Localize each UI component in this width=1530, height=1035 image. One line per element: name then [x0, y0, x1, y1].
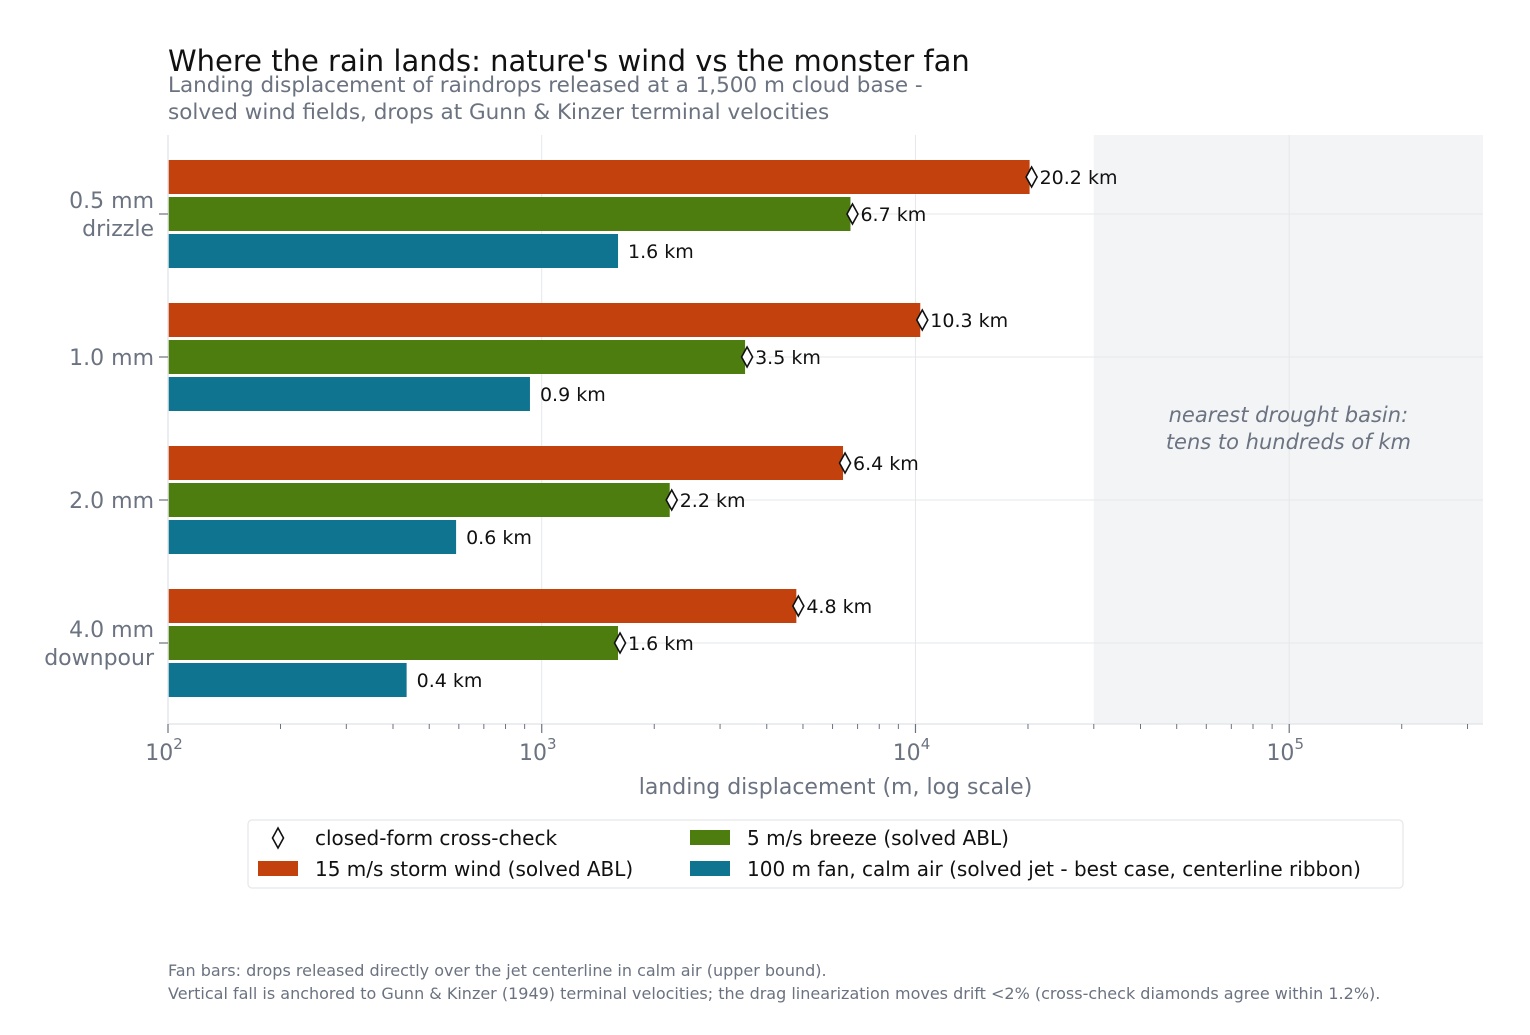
bar-breeze: [168, 626, 619, 660]
bar-fan: [168, 377, 530, 411]
legend-label: 100 m fan, calm air (solved jet - best c…: [747, 857, 1361, 881]
crosscheck-diamond: [838, 451, 852, 475]
x-tick-label: 105: [1266, 735, 1304, 766]
y-tick-label: drizzle: [82, 217, 154, 242]
value-label: 1.6 km: [628, 241, 694, 263]
value-label: 0.4 km: [417, 670, 483, 692]
value-label: 6.4 km: [853, 453, 919, 475]
legend-swatch: [690, 861, 730, 876]
bar-fan: [168, 520, 457, 554]
chart-subtitle: solved wind fields, drops at Gunn & Kinz…: [168, 100, 829, 125]
crosscheck-diamond: [613, 631, 627, 655]
crosscheck-diamond: [665, 488, 679, 512]
value-label: 10.3 km: [930, 310, 1008, 332]
bar-breeze: [168, 483, 670, 517]
value-label: 0.6 km: [466, 527, 532, 549]
chart-subtitle: Landing displacement of raindrops releas…: [168, 73, 923, 98]
drought-basin-label: tens to hundreds of km: [1166, 430, 1411, 454]
value-label: 4.8 km: [806, 596, 872, 618]
legend-swatch: [690, 830, 730, 845]
y-tick-label: 0.5 mm: [69, 189, 154, 214]
bar-breeze: [168, 197, 851, 231]
crosscheck-diamond: [846, 202, 859, 226]
crosscheck-diamond: [1025, 165, 1039, 189]
x-tick-label: 104: [893, 735, 931, 766]
crosscheck-diamond: [740, 345, 754, 369]
legend-label: 5 m/s breeze (solved ABL): [747, 826, 1009, 850]
value-label: 3.5 km: [755, 347, 821, 369]
y-tick-label: downpour: [44, 646, 155, 671]
drought-basin-region: [1093, 135, 1483, 724]
bar-fan: [168, 663, 407, 697]
bar-storm: [168, 303, 921, 337]
legend-diamond-marker: [271, 826, 285, 850]
crosscheck-diamond: [791, 594, 805, 618]
y-tick-label: 4.0 mm: [69, 618, 154, 643]
x-tick-label: 102: [145, 735, 183, 766]
bar-fan: [168, 234, 619, 268]
drought-basin-label: nearest drought basin:: [1169, 403, 1409, 427]
crosscheck-diamond: [915, 308, 929, 332]
bar-storm: [168, 589, 797, 623]
y-tick-label: 1.0 mm: [69, 346, 154, 371]
value-label: 0.9 km: [540, 384, 606, 406]
legend-box: [247, 819, 1404, 889]
value-label: 20.2 km: [1040, 167, 1118, 189]
footnote: Fan bars: drops released directly over t…: [168, 961, 827, 980]
legend-label: 15 m/s storm wind (solved ABL): [315, 857, 633, 881]
chart-title: Where the rain lands: nature's wind vs t…: [168, 44, 970, 78]
legend-label: closed-form cross-check: [315, 826, 557, 850]
bar-breeze: [168, 340, 746, 374]
y-tick-label: 2.0 mm: [69, 489, 154, 514]
value-label: 6.7 km: [860, 204, 926, 226]
bar-storm: [168, 446, 844, 480]
legend-swatch: [258, 861, 298, 876]
bar-storm: [168, 160, 1030, 194]
x-tick-label: 103: [519, 735, 557, 766]
value-label: 1.6 km: [628, 633, 694, 655]
footnote: Vertical fall is anchored to Gunn & Kinz…: [168, 984, 1380, 1003]
x-axis-title: landing displacement (m, log scale): [639, 775, 1033, 800]
value-label: 2.2 km: [680, 490, 746, 512]
